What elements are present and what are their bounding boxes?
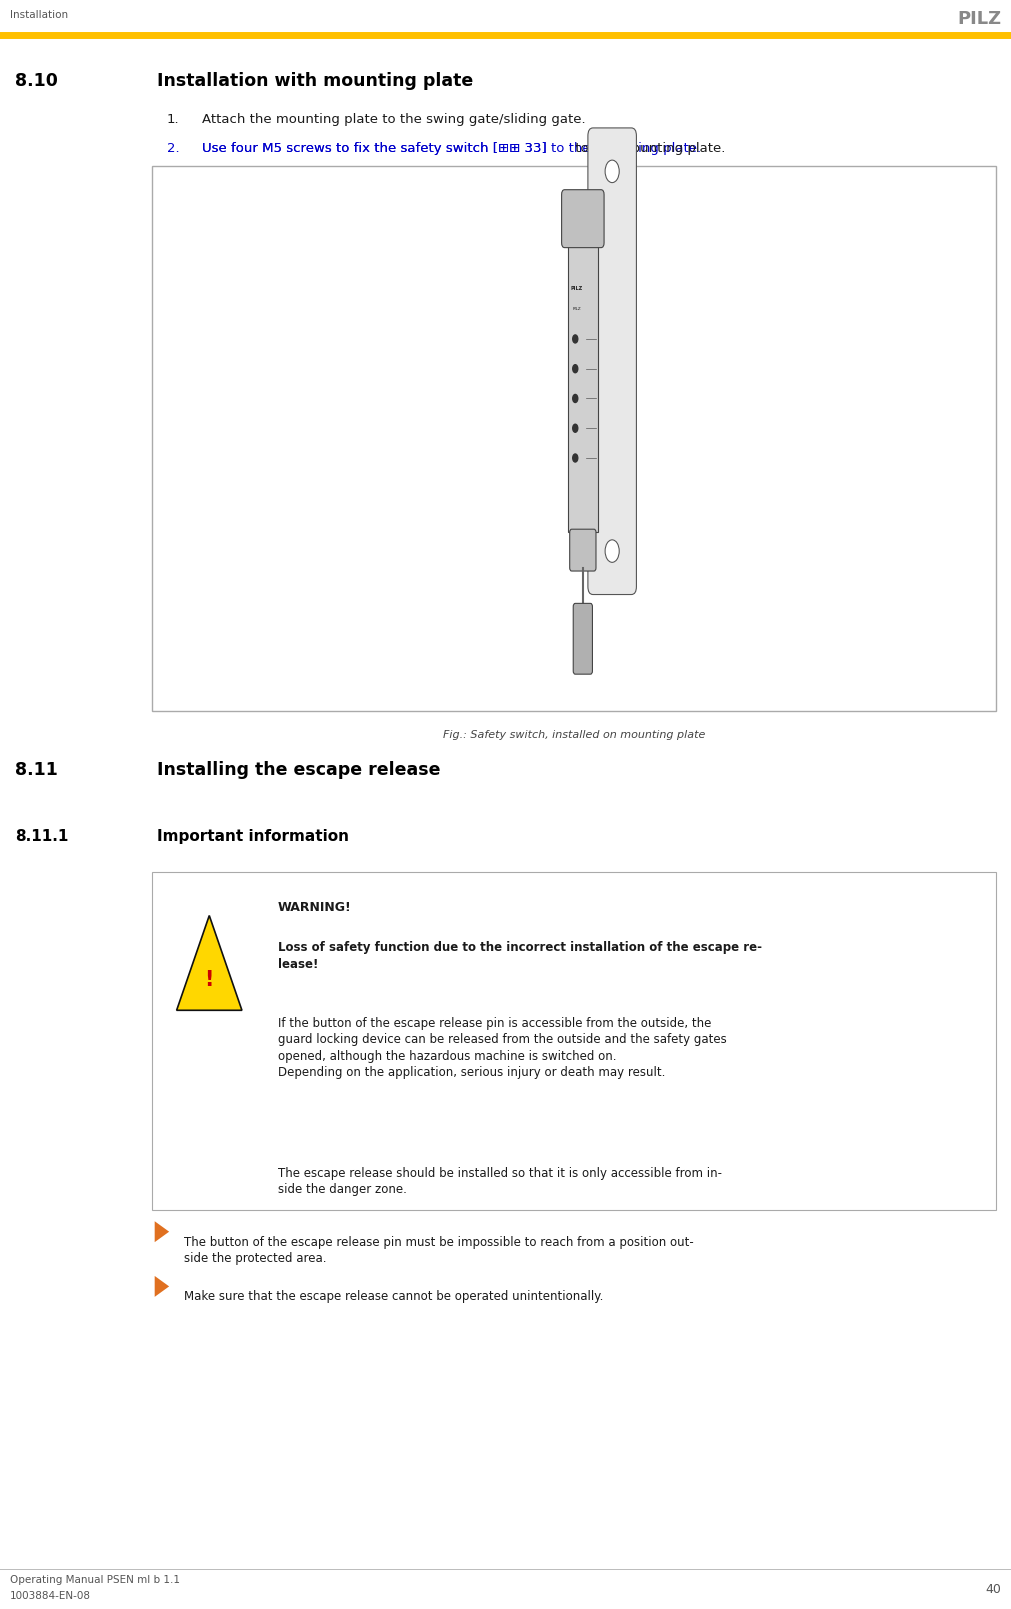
Text: Operating Manual PSEN ml b 1.1: Operating Manual PSEN ml b 1.1 xyxy=(10,1575,180,1585)
Text: 8.11: 8.11 xyxy=(15,761,58,779)
FancyBboxPatch shape xyxy=(152,872,996,1210)
Polygon shape xyxy=(155,1276,169,1297)
FancyBboxPatch shape xyxy=(570,529,596,571)
Text: to the mounting plate.: to the mounting plate. xyxy=(571,142,725,154)
Text: Use four M5 screws to fix the safety switch [⊞⊞ 33] to the mounting plate.: Use four M5 screws to fix the safety swi… xyxy=(202,142,702,154)
Text: Important information: Important information xyxy=(157,829,349,843)
Circle shape xyxy=(572,425,577,433)
Text: 1.: 1. xyxy=(167,113,179,126)
Text: The button of the escape release pin must be impossible to reach from a position: The button of the escape release pin mus… xyxy=(184,1236,694,1265)
FancyBboxPatch shape xyxy=(568,235,599,533)
Circle shape xyxy=(572,365,577,373)
Text: Installation with mounting plate: Installation with mounting plate xyxy=(157,72,473,90)
Circle shape xyxy=(572,394,577,402)
Text: PILZ: PILZ xyxy=(572,307,581,311)
Circle shape xyxy=(605,159,619,182)
Text: If the button of the escape release pin is accessible from the outside, the
guar: If the button of the escape release pin … xyxy=(278,1017,727,1080)
Text: PILZ: PILZ xyxy=(956,11,1001,29)
Text: Fig.: Safety switch, installed on mounting plate: Fig.: Safety switch, installed on mounti… xyxy=(443,730,705,740)
Text: 40: 40 xyxy=(985,1583,1001,1596)
Text: 2.: 2. xyxy=(167,142,179,154)
Text: Attach the mounting plate to the swing gate/sliding gate.: Attach the mounting plate to the swing g… xyxy=(202,113,585,126)
FancyBboxPatch shape xyxy=(152,166,996,711)
Text: The escape release should be installed so that it is only accessible from in-
si: The escape release should be installed s… xyxy=(278,1167,722,1195)
FancyBboxPatch shape xyxy=(573,603,592,674)
Text: 8.10: 8.10 xyxy=(15,72,58,90)
Text: Loss of safety function due to the incorrect installation of the escape re-
leas: Loss of safety function due to the incor… xyxy=(278,941,762,972)
Text: 1003884-EN-08: 1003884-EN-08 xyxy=(10,1591,91,1601)
Circle shape xyxy=(605,539,619,562)
Text: PILZ: PILZ xyxy=(570,286,583,291)
Circle shape xyxy=(572,335,577,343)
Text: WARNING!: WARNING! xyxy=(278,901,352,914)
Text: Installing the escape release: Installing the escape release xyxy=(157,761,440,779)
FancyBboxPatch shape xyxy=(562,190,604,248)
Polygon shape xyxy=(177,916,242,1010)
Text: Make sure that the escape release cannot be operated unintentionally.: Make sure that the escape release cannot… xyxy=(184,1290,604,1303)
Text: 8.11.1: 8.11.1 xyxy=(15,829,69,843)
FancyBboxPatch shape xyxy=(588,129,637,594)
Text: !: ! xyxy=(204,970,214,990)
Text: Use four M5 screws to fix the safety switch [⊞⊞ 33]: Use four M5 screws to fix the safety swi… xyxy=(202,142,547,154)
Polygon shape xyxy=(155,1221,169,1242)
Circle shape xyxy=(572,454,577,462)
Text: Installation: Installation xyxy=(10,11,68,21)
